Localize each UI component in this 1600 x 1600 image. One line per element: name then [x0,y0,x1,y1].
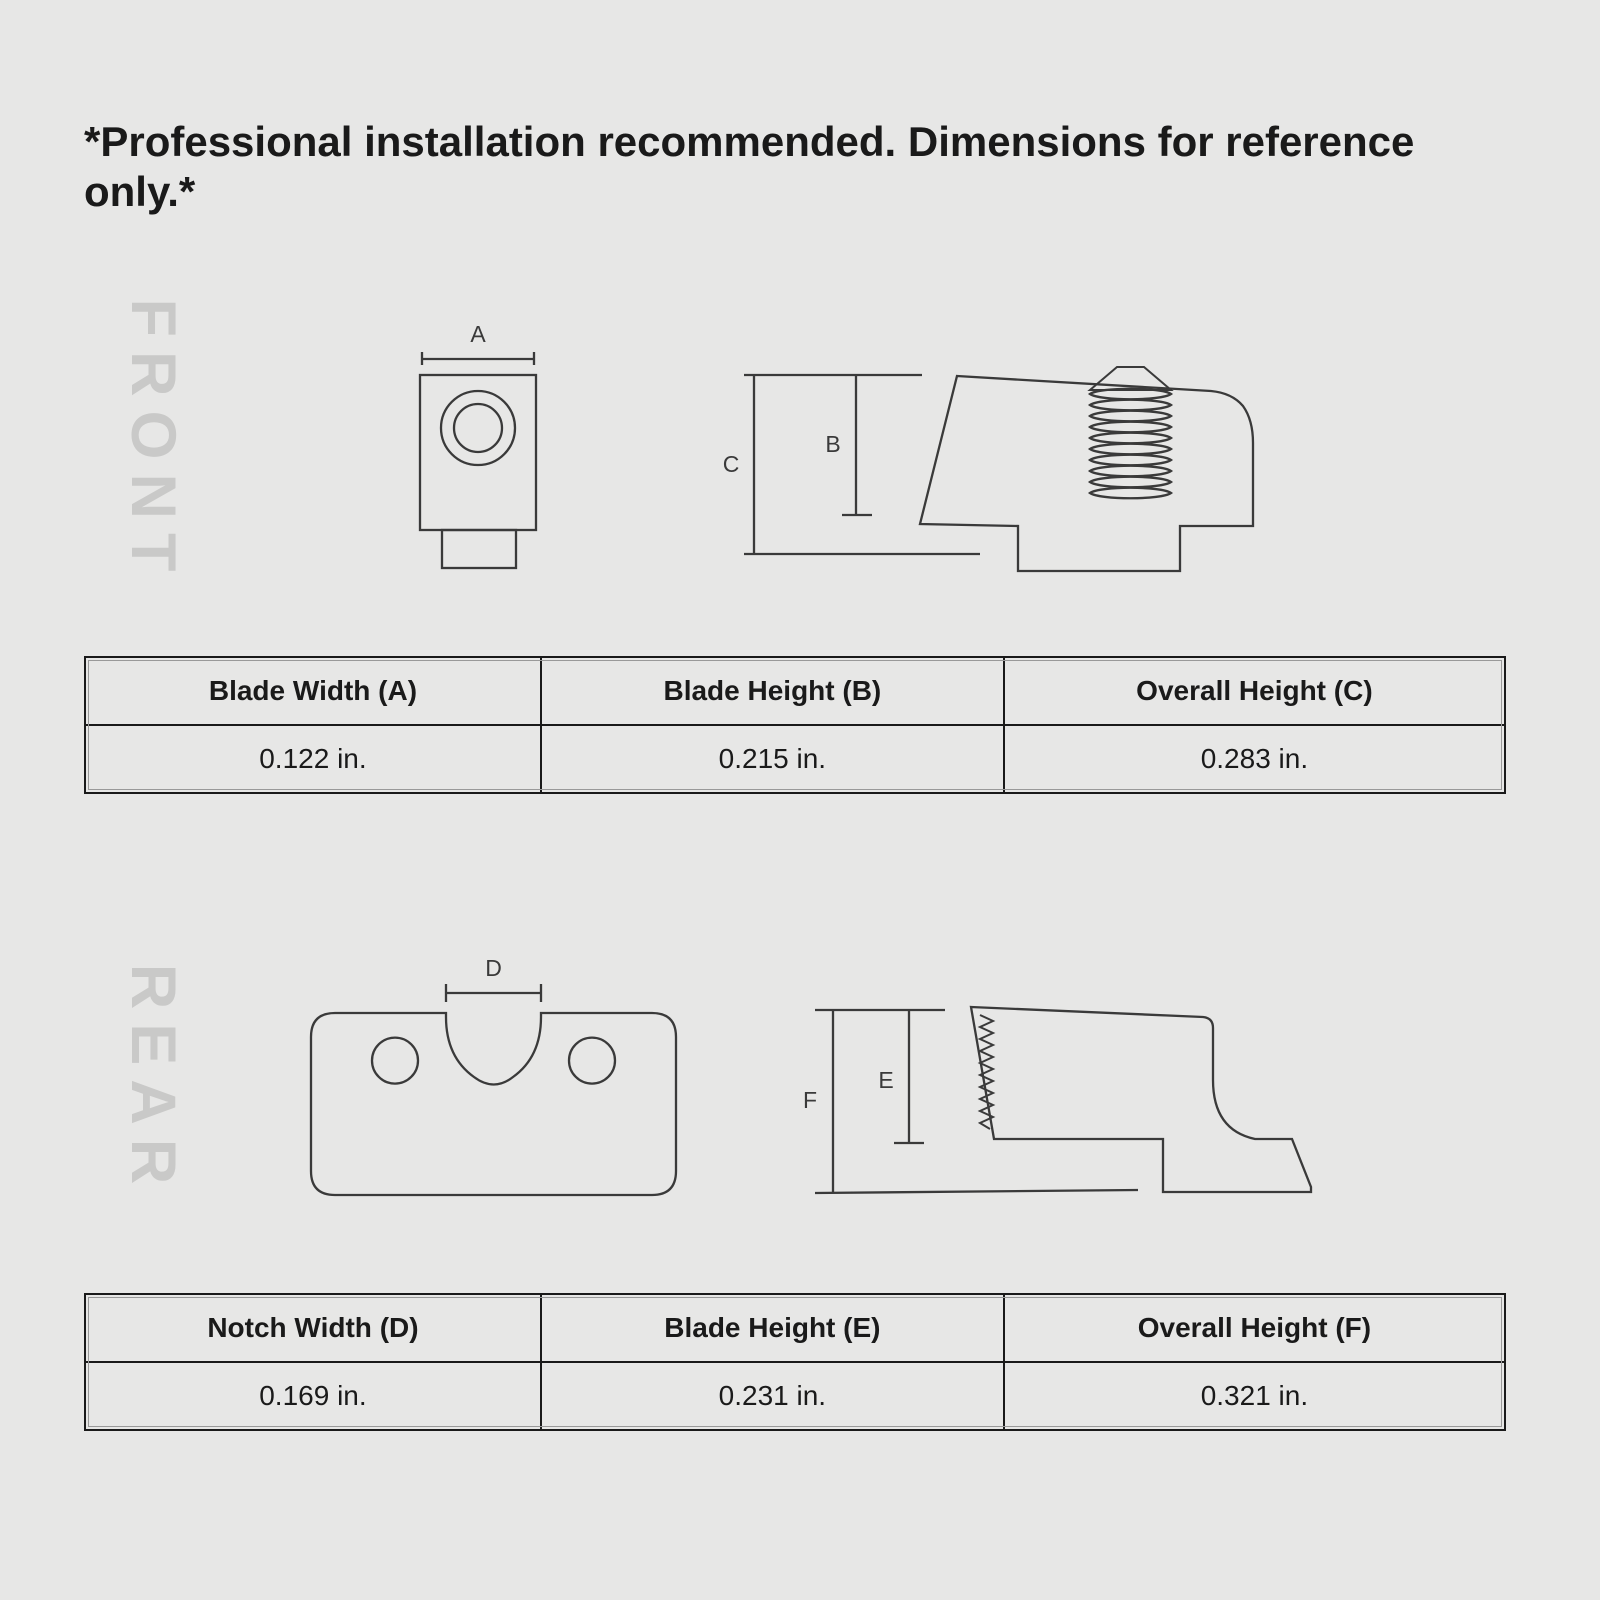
svg-text:F: F [803,1087,817,1113]
svg-text:A: A [470,321,486,347]
svg-text:B: B [825,431,840,457]
svg-text:C: C [723,451,740,477]
svg-text:D: D [485,955,502,981]
svg-text:E: E [878,1067,893,1093]
